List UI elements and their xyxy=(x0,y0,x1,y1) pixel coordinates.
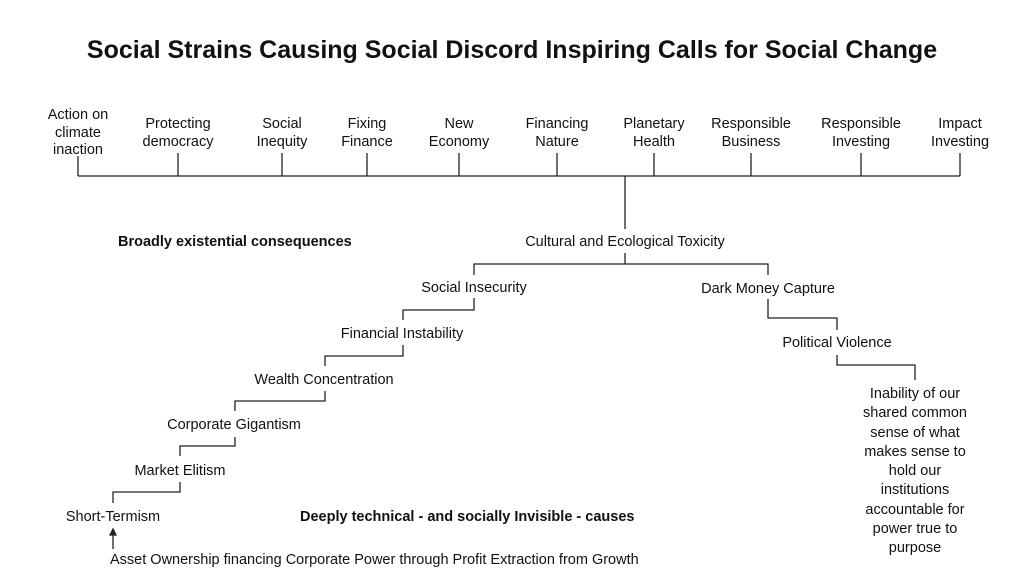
top-ticks xyxy=(77,153,961,176)
section-label-causes: Deeply technical - and socially Invisibl… xyxy=(300,509,635,525)
diagram-title: Social Strains Causing Social Discord In… xyxy=(86,36,938,64)
node-wealth-concentration: Wealth Concentration xyxy=(254,372,394,388)
node-political-violence: Political Violence xyxy=(782,335,892,351)
top-label-responsible-investing: Responsible Investing xyxy=(821,116,901,150)
stair-5 xyxy=(112,482,181,503)
top-label-new-economy: New Economy xyxy=(428,116,490,150)
violence-link xyxy=(836,355,916,380)
stair-2 xyxy=(324,345,404,366)
node-financial-instability: Financial Instability xyxy=(340,326,464,342)
node-short-termism: Short-Termism xyxy=(65,509,161,525)
arrow-head xyxy=(108,527,118,536)
stair-4 xyxy=(179,437,236,456)
top-label-social-inequity: Social Inequity xyxy=(256,116,308,150)
top-label-responsible-business: Responsible Business xyxy=(711,116,791,150)
top-label-planetary-health: Planetary Health xyxy=(623,116,685,150)
node-corporate-gigantism: Corporate Gigantism xyxy=(167,417,301,433)
top-label-impact-investing: Impact Investing xyxy=(930,116,990,150)
top-label-climate: Action on climate inaction xyxy=(47,107,109,158)
stair-1 xyxy=(402,298,475,320)
stair-3 xyxy=(234,391,326,411)
node-dark-money-capture: Dark Money Capture xyxy=(701,281,835,297)
dark-money-link xyxy=(767,299,838,330)
node-inability: Inability of our shared common sense of … xyxy=(863,386,967,557)
section-label-consequences: Broadly existential consequences xyxy=(118,234,352,250)
node-social-insecurity: Social Insecurity xyxy=(421,280,527,296)
top-label-financing-nature: Financing Nature xyxy=(525,116,589,150)
top-label-fixing-finance: Fixing Finance xyxy=(341,116,393,150)
root-split xyxy=(473,253,769,275)
top-label-democracy: Protecting democracy xyxy=(142,116,214,150)
node-cultural-ecological-toxicity: Cultural and Ecological Toxicity xyxy=(525,234,725,250)
node-asset-ownership: Asset Ownership financing Corporate Powe… xyxy=(110,552,639,568)
node-market-elitism: Market Elitism xyxy=(134,463,226,479)
